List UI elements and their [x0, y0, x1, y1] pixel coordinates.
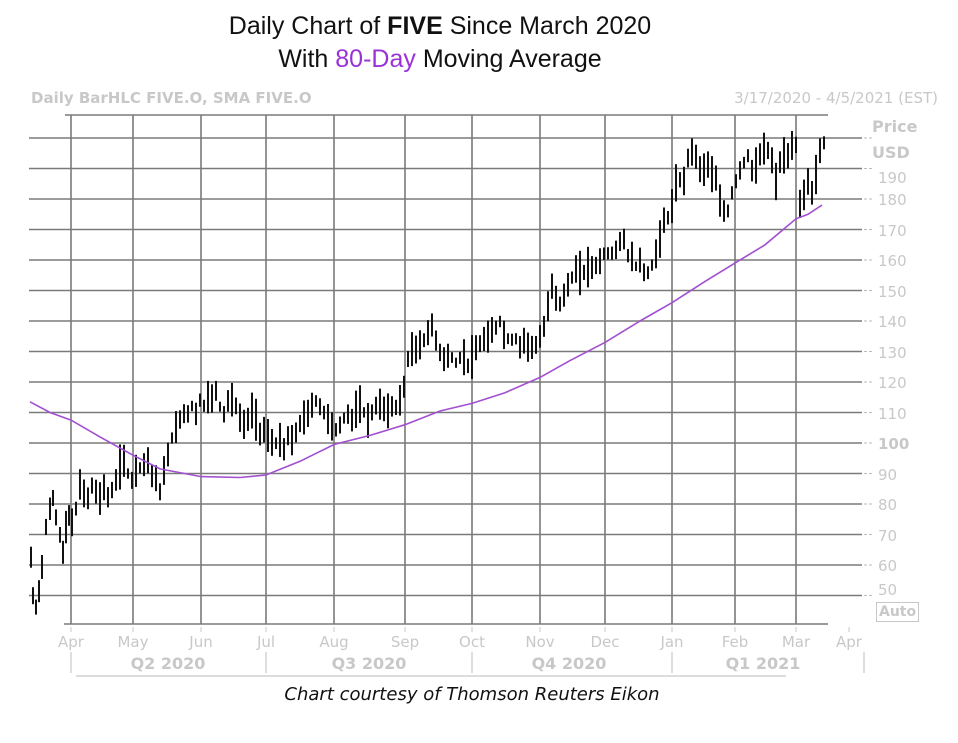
subtitle-prefix: With — [278, 45, 336, 73]
auto-scale-button[interactable]: Auto — [876, 602, 920, 622]
y-tick-label: 170 — [878, 221, 907, 240]
x-quarter-label: Q3 2020 — [331, 654, 407, 673]
x-month-label: Nov — [525, 633, 555, 651]
x-month-label: Jan — [660, 633, 684, 651]
x-month-label: Jun — [189, 633, 213, 651]
y-tick-label: 180 — [878, 191, 907, 209]
chart-title: Daily Chart of FIVE Since March 2020 — [0, 12, 880, 41]
y-tick-label: 140 — [878, 313, 907, 331]
grid-lines — [29, 114, 872, 625]
axis-ticks — [70, 627, 865, 677]
y-tick-label: 80 — [878, 496, 898, 514]
x-month-label: Sep — [390, 633, 420, 651]
y-tick-label: 70 — [878, 526, 898, 545]
x-quarter-label: Q4 2020 — [531, 654, 607, 673]
y-axis-title-currency: USD — [872, 143, 910, 162]
x-month-label: Oct — [459, 633, 485, 651]
series-label: Daily BarHLC FIVE.O, SMA FIVE.O — [31, 89, 312, 107]
x-month-label: Feb — [721, 633, 749, 651]
x-month-label: Apr — [836, 633, 862, 651]
x-month-label: Dec — [590, 633, 620, 651]
x-month-label: Mar — [781, 633, 811, 651]
x-month-label: Apr — [58, 633, 84, 651]
price-bars — [30, 131, 825, 615]
y-tick-label: 100 — [878, 435, 910, 453]
subtitle-suffix: Moving Average — [415, 45, 602, 73]
sma-line — [29, 204, 823, 479]
chart-caption: Chart courtesy of Thomson Reuters Eikon — [284, 684, 660, 705]
x-quarter-label: Q2 2020 — [130, 654, 206, 673]
y-tick-label: 60 — [878, 557, 898, 575]
y-tick-label: 150 — [878, 282, 907, 301]
x-month-label: May — [117, 633, 149, 651]
chart-subtitle: With 80-Day Moving Average — [0, 45, 880, 74]
title-suffix: Since March 2020 — [442, 12, 652, 40]
x-month-label: Jul — [256, 633, 276, 651]
y-tick-label: 50 — [878, 580, 898, 599]
y-tick-label: 90 — [878, 465, 898, 484]
x-month-label: Aug — [319, 633, 349, 651]
x-quarter-label: Q1 2021 — [725, 654, 801, 673]
title-prefix: Daily Chart of — [228, 12, 388, 40]
y-tick-label: 110 — [878, 404, 907, 423]
date-range: 3/17/2020 - 4/5/2021 (EST) — [734, 89, 938, 107]
y-tick-label: 120 — [878, 374, 907, 392]
title-ticker: FIVE — [387, 12, 443, 40]
y-tick-label: 130 — [878, 343, 907, 362]
y-tick-label: 190 — [878, 168, 907, 187]
y-axis-title-price: Price — [872, 117, 918, 136]
subtitle-accent: 80-Day — [335, 45, 416, 73]
y-tick-label: 160 — [878, 252, 907, 270]
